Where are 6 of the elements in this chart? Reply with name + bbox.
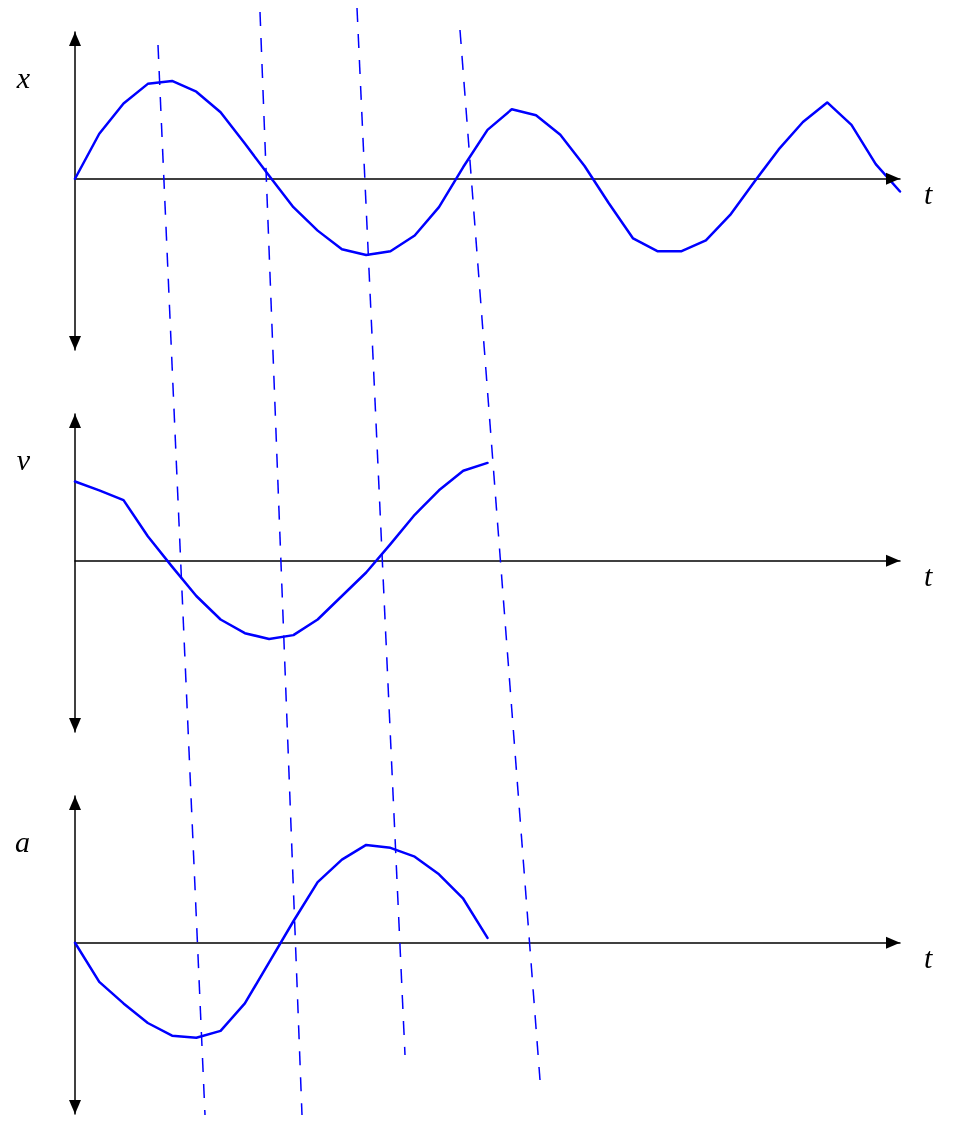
x-axis-title: t: [924, 941, 933, 975]
x-axis-title: t: [924, 559, 933, 593]
y-axis-title: a: [15, 824, 30, 858]
x-axis-title: t: [924, 177, 933, 211]
y-axis-title: v: [16, 442, 31, 476]
y-axis-title: x: [15, 60, 31, 94]
